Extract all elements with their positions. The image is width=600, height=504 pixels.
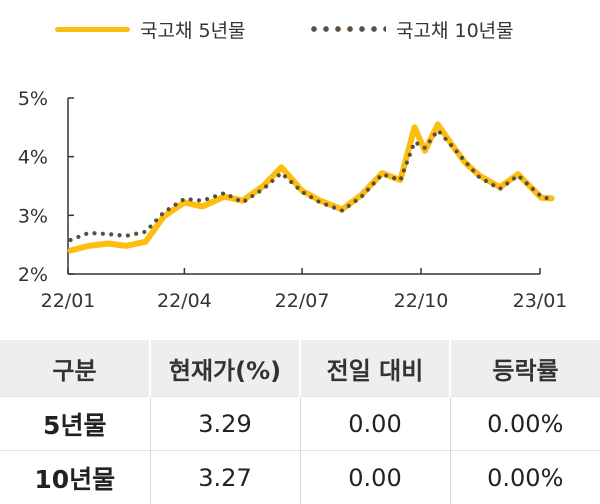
cell-change-5y: 0.00 [299,396,450,451]
table-row: 5년물 3.29 0.00 0.00% [0,396,600,451]
x-tick-label: 22/01 [41,290,96,312]
x-tick-label: 23/01 [513,290,568,312]
table-header-row: 구분 현재가(%) 전일 대비 등락률 [0,340,600,397]
chart-tick-labels: 2% 3% 4% 5% 22/01 22/04 22/07 22/10 23/01 [18,88,568,312]
y-tick-label: 4% [18,147,48,169]
legend-item-10y: 국고채 10년물 [308,14,514,44]
y-tick-label: 5% [18,88,48,110]
cell-rate-10y: 0.00% [449,450,600,504]
yield-summary-table: 구분 현재가(%) 전일 대비 등락률 5년물 3.29 0.00 0.00% … [0,340,600,504]
legend-swatch-solid-line [55,26,130,32]
chart-legend: 국고채 5년물 국고채 10년물 [0,0,600,60]
legend-label-10y: 국고채 10년물 [396,19,514,42]
x-tick-label: 22/04 [157,290,212,312]
cell-current-10y: 3.27 [149,450,300,504]
header-current-price: 현재가(%) [149,340,300,397]
y-tick-label: 3% [18,205,48,227]
row-label-5y: 5년물 [0,396,150,451]
legend-swatch-dotted-line [308,26,386,32]
legend-item-5y: 국고채 5년물 [55,14,246,44]
header-prev-day-change: 전일 대비 [299,340,450,397]
legend-label-5y: 국고채 5년물 [140,19,246,42]
yield-line-chart: 2% 3% 4% 5% 22/01 22/04 22/07 22/10 23/01 [18,88,568,312]
table-row: 10년물 3.27 0.00 0.00% [0,450,600,504]
header-category: 구분 [0,340,150,397]
header-change-rate: 등락률 [449,340,600,397]
chart-series [67,121,555,254]
cell-current-5y: 3.29 [149,396,300,451]
row-label-10y: 10년물 [0,450,150,504]
chart-axes [67,97,541,275]
cell-change-10y: 0.00 [299,450,450,504]
series-line-10y [68,128,554,243]
cell-rate-5y: 0.00% [449,396,600,451]
x-tick-label: 22/07 [275,290,330,312]
x-tick-label: 22/10 [394,290,449,312]
y-tick-label: 2% [18,264,48,286]
